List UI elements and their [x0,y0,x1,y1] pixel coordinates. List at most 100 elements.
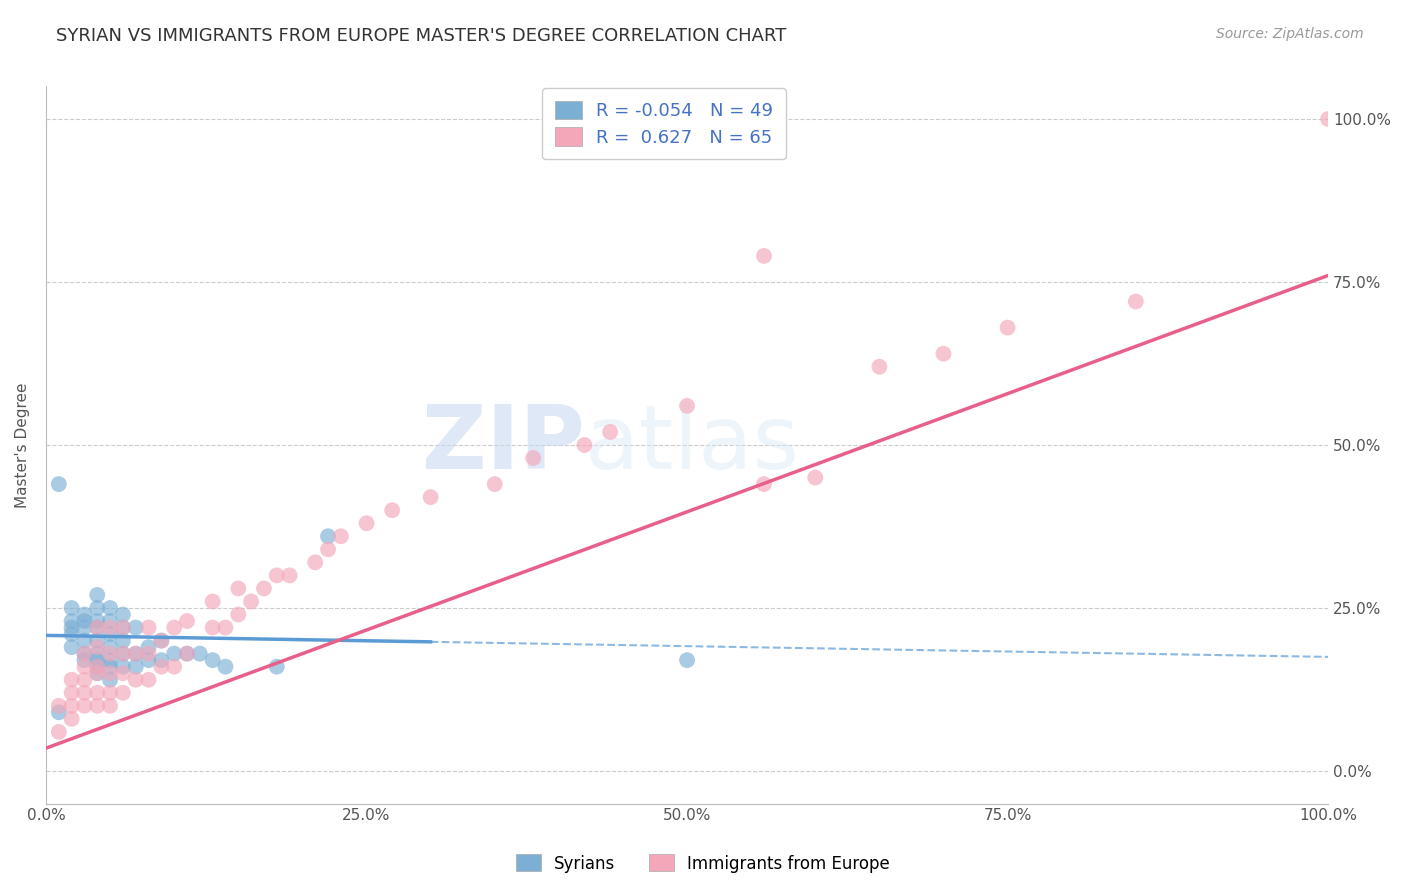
Point [138,653,160,667]
Point [868,359,890,374]
Point [125,647,148,661]
Point [226,582,249,596]
Point [86,621,108,635]
Point [86,653,108,667]
Text: ZIP: ZIP [422,401,585,489]
Point [73,614,96,628]
Point [86,633,108,648]
Point [86,621,108,635]
Point [138,640,160,654]
Y-axis label: Master's Degree: Master's Degree [15,383,30,508]
Point [60,601,83,615]
Point [111,607,134,622]
Point [484,477,506,491]
Point [86,614,108,628]
Point [138,647,160,661]
Point [266,659,288,673]
Point [240,594,263,608]
Point [98,686,121,700]
Point [86,647,108,661]
Point [60,686,83,700]
Point [48,477,70,491]
Point [60,614,83,628]
Point [73,621,96,635]
Point [86,601,108,615]
Point [98,614,121,628]
Point [138,673,160,687]
Point [226,607,249,622]
Point [278,568,301,582]
Point [98,698,121,713]
Point [329,529,352,543]
Point [98,627,121,641]
Point [1317,112,1340,126]
Point [266,568,288,582]
Point [60,640,83,654]
Point [1125,294,1147,309]
Point [522,450,544,465]
Point [86,686,108,700]
Point [48,698,70,713]
Point [86,659,108,673]
Point [253,582,276,596]
Point [60,673,83,687]
Point [98,621,121,635]
Point [86,588,108,602]
Point [98,601,121,615]
Point [60,712,83,726]
Point [73,607,96,622]
Point [73,633,96,648]
Point [86,640,108,654]
Point [48,706,70,720]
Point [676,399,699,413]
Point [356,516,378,531]
Text: Source: ZipAtlas.com: Source: ZipAtlas.com [1216,27,1364,41]
Point [60,698,83,713]
Point [752,249,775,263]
Point [125,673,148,687]
Point [73,647,96,661]
Point [111,647,134,661]
Point [73,673,96,687]
Point [163,659,186,673]
Point [111,633,134,648]
Point [125,647,148,661]
Legend: R = -0.054   N = 49, R =  0.627   N = 65: R = -0.054 N = 49, R = 0.627 N = 65 [543,88,786,160]
Point [86,698,108,713]
Point [111,647,134,661]
Point [98,653,121,667]
Point [73,686,96,700]
Text: atlas: atlas [585,401,800,489]
Point [111,686,134,700]
Point [214,621,236,635]
Point [125,621,148,635]
Point [138,621,160,635]
Point [86,666,108,681]
Legend: Syrians, Immigrants from Europe: Syrians, Immigrants from Europe [509,847,897,880]
Point [150,659,173,673]
Point [111,621,134,635]
Point [98,673,121,687]
Point [201,653,224,667]
Point [574,438,596,452]
Point [73,653,96,667]
Point [381,503,404,517]
Point [163,647,186,661]
Point [932,347,955,361]
Point [752,477,775,491]
Point [676,653,699,667]
Point [150,633,173,648]
Point [86,666,108,681]
Point [419,490,441,504]
Point [98,659,121,673]
Point [73,659,96,673]
Point [316,542,339,557]
Point [60,621,83,635]
Point [150,653,173,667]
Point [150,633,173,648]
Point [111,666,134,681]
Point [73,647,96,661]
Point [60,627,83,641]
Point [214,659,236,673]
Point [111,659,134,673]
